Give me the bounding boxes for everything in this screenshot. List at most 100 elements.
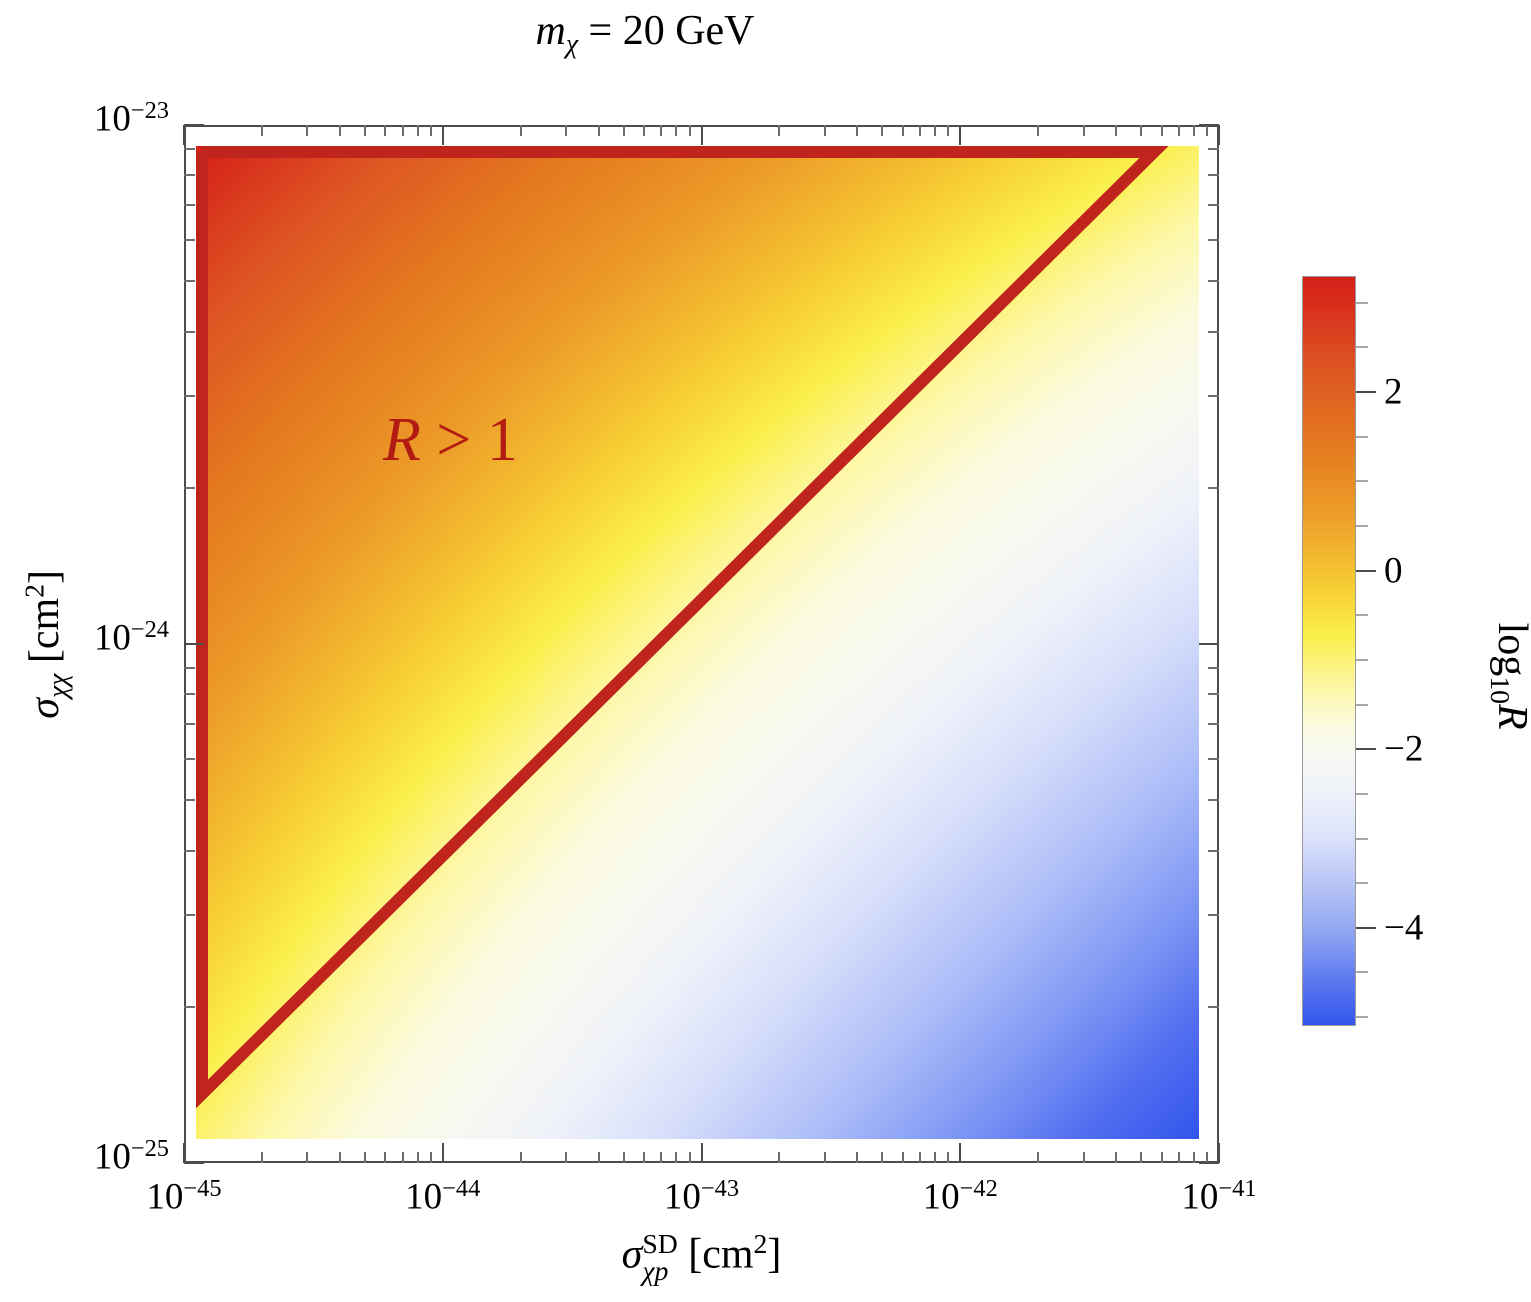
x-minor-tick <box>856 1152 859 1163</box>
x-minor-tick <box>1082 1152 1085 1163</box>
y-minor-tick <box>184 280 195 283</box>
colorbar-tick-label: −4 <box>1384 907 1424 949</box>
x-minor-tick-top <box>823 125 826 136</box>
x-minor-tick <box>1037 1152 1040 1163</box>
title-value: 20 <box>622 8 665 54</box>
x-minor-tick-top <box>416 125 419 136</box>
x-major-tick <box>441 1143 444 1163</box>
x-major-tick-top <box>959 125 962 145</box>
x-minor-tick <box>1160 1152 1163 1163</box>
x-minor-tick <box>429 1152 432 1163</box>
x-minor-tick <box>934 1152 937 1163</box>
x-minor-tick <box>1192 1152 1195 1163</box>
y-major-tick-right <box>1199 643 1219 645</box>
y-minor-tick <box>184 147 195 150</box>
y-minor-tick-right <box>1208 204 1219 207</box>
x-minor-tick-top <box>643 125 646 136</box>
x-tick-mantissa: 10 <box>405 1176 443 1218</box>
colorbar-minor-tick <box>1356 1016 1368 1019</box>
y-minor-tick-right <box>1208 395 1219 398</box>
y-axis-sigma-symbol: σ <box>22 698 69 719</box>
x-axis-unit-close: ] <box>767 1231 782 1278</box>
y-tick-exponent: −24 <box>130 616 169 643</box>
y-tick-mantissa: 10 <box>93 98 131 140</box>
x-minor-tick <box>1140 1152 1143 1163</box>
x-major-tick <box>700 1143 703 1163</box>
y-minor-tick-right <box>1208 239 1219 242</box>
x-major-tick-top <box>700 125 703 145</box>
x-minor-tick <box>901 1152 904 1163</box>
title-equals: = <box>588 8 613 54</box>
x-minor-tick <box>260 1152 263 1163</box>
y-minor-tick <box>184 723 195 726</box>
x-minor-tick-top <box>622 125 625 136</box>
x-tick-mantissa: 10 <box>146 1176 184 1218</box>
x-minor-tick-top <box>363 125 366 136</box>
x-major-tick <box>959 1143 962 1163</box>
colorbar-minor-tick <box>1356 658 1368 661</box>
y-tick-exponent: −23 <box>130 97 169 124</box>
x-minor-tick <box>597 1152 600 1163</box>
x-minor-tick-top <box>675 125 678 136</box>
x-tick-label: 10−42 <box>845 1175 1075 1219</box>
x-axis-title: σ SD χp [cm2] <box>184 1228 1219 1284</box>
y-minor-tick-right <box>1208 486 1219 489</box>
y-minor-tick <box>184 799 195 802</box>
x-minor-tick-top <box>597 125 600 136</box>
y-minor-tick-right <box>1208 147 1219 150</box>
x-minor-tick <box>660 1152 663 1163</box>
x-minor-tick-top <box>306 125 309 136</box>
y-major-tick <box>184 1162 204 1164</box>
y-minor-tick <box>184 666 195 669</box>
colorbar-major-tick <box>1356 391 1376 394</box>
x-minor-tick-top <box>856 125 859 136</box>
x-axis-unit-exponent: 2 <box>753 1228 768 1259</box>
y-tick-mantissa: 10 <box>93 617 131 659</box>
x-tick-exponent: −43 <box>700 1175 740 1202</box>
x-minor-tick-top <box>901 125 904 136</box>
x-minor-tick-top <box>688 125 691 136</box>
x-minor-tick <box>565 1152 568 1163</box>
x-minor-tick-top <box>919 125 922 136</box>
y-major-tick-right <box>1199 1162 1219 1164</box>
x-minor-tick <box>384 1152 387 1163</box>
y-minor-tick-right <box>1208 330 1219 333</box>
y-minor-tick <box>184 330 195 333</box>
x-minor-tick <box>338 1152 341 1163</box>
x-minor-tick <box>881 1152 884 1163</box>
x-minor-tick-top <box>881 125 884 136</box>
x-minor-tick-top <box>384 125 387 136</box>
x-minor-tick-top <box>934 125 937 136</box>
x-axis-sigma-symbol: σ <box>621 1231 643 1278</box>
colorbar-title-variable: R <box>1489 704 1531 730</box>
region-label-rest: > 1 <box>436 406 518 474</box>
colorbar-major-tick <box>1356 748 1376 751</box>
x-minor-tick-top <box>1140 125 1143 136</box>
y-tick-label: 10−23 <box>0 97 169 141</box>
y-tick-exponent: −25 <box>130 1135 169 1162</box>
colorbar-minor-tick <box>1356 837 1368 840</box>
y-minor-tick-right <box>1208 758 1219 761</box>
y-minor-tick <box>184 239 195 242</box>
y-axis-unit-close: ] <box>22 569 69 584</box>
y-minor-tick <box>184 174 195 177</box>
colorbar-minor-tick <box>1356 792 1368 795</box>
y-tick-label: 10−25 <box>0 1135 169 1179</box>
colorbar-minor-tick <box>1356 525 1368 527</box>
y-minor-tick-right <box>1208 280 1219 283</box>
x-minor-tick-top <box>1192 125 1195 136</box>
region-label-variable: R <box>383 406 421 474</box>
x-minor-tick <box>947 1152 950 1163</box>
colorbar-title-subscript: 10 <box>1484 676 1516 705</box>
x-minor-tick-top <box>565 125 568 136</box>
y-minor-tick <box>184 204 195 207</box>
x-axis-unit-open: [cm <box>688 1231 754 1278</box>
x-minor-tick <box>643 1152 646 1163</box>
x-tick-mantissa: 10 <box>1181 1176 1219 1218</box>
x-minor-tick <box>823 1152 826 1163</box>
x-axis-subscript: χp <box>642 1254 669 1286</box>
x-minor-tick <box>622 1152 625 1163</box>
x-major-tick-top <box>183 125 185 145</box>
colorbar-tick-label: 0 <box>1384 550 1403 592</box>
x-minor-tick-top <box>519 125 522 136</box>
